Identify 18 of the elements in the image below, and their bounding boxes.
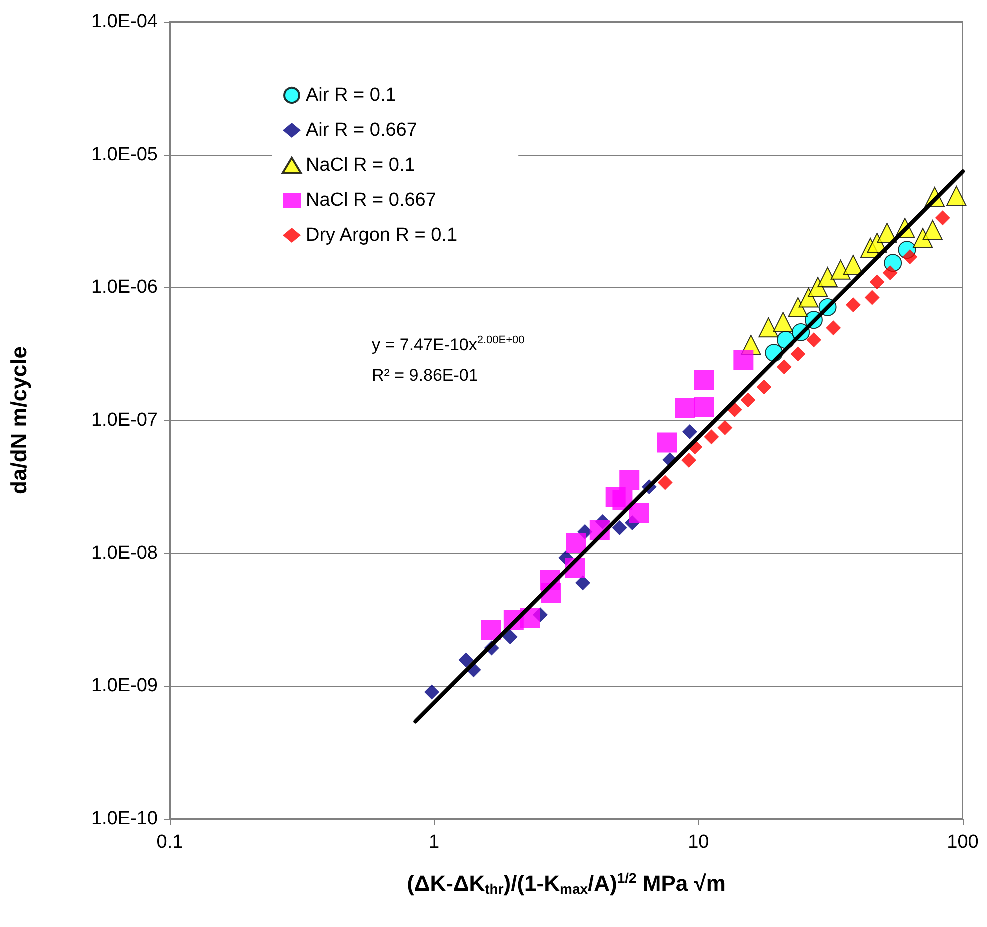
y-tick-label: 1.0E-10 <box>91 808 158 830</box>
y-tick-label: 1.0E-07 <box>91 410 158 431</box>
legend-label: Dry Argon R = 0.1 <box>306 225 458 246</box>
y-tick-label: 1.0E-05 <box>91 144 158 166</box>
y-tick-label: 1.0E-09 <box>91 676 158 697</box>
x-tick-label: 100 <box>947 832 979 853</box>
y-tick-label: 1.0E-06 <box>91 277 158 298</box>
annotation: R² = 9.86E-01 <box>372 366 478 385</box>
legend-label: Air R = 0.1 <box>306 85 396 106</box>
x-tick-label: 1 <box>429 832 440 853</box>
legend-label: NaCl R = 0.1 <box>306 155 416 176</box>
y-tick-label: 1.0E-08 <box>91 542 158 564</box>
legend-label: NaCl R = 0.667 <box>306 190 436 211</box>
y-axis-title: da/dN m/cycle <box>6 346 32 494</box>
legend-label: Air R = 0.667 <box>306 120 418 141</box>
x-tick-label: 0.1 <box>156 832 184 853</box>
x-tick-label: 10 <box>688 832 710 853</box>
y-tick-label: 1.0E-04 <box>91 12 158 32</box>
